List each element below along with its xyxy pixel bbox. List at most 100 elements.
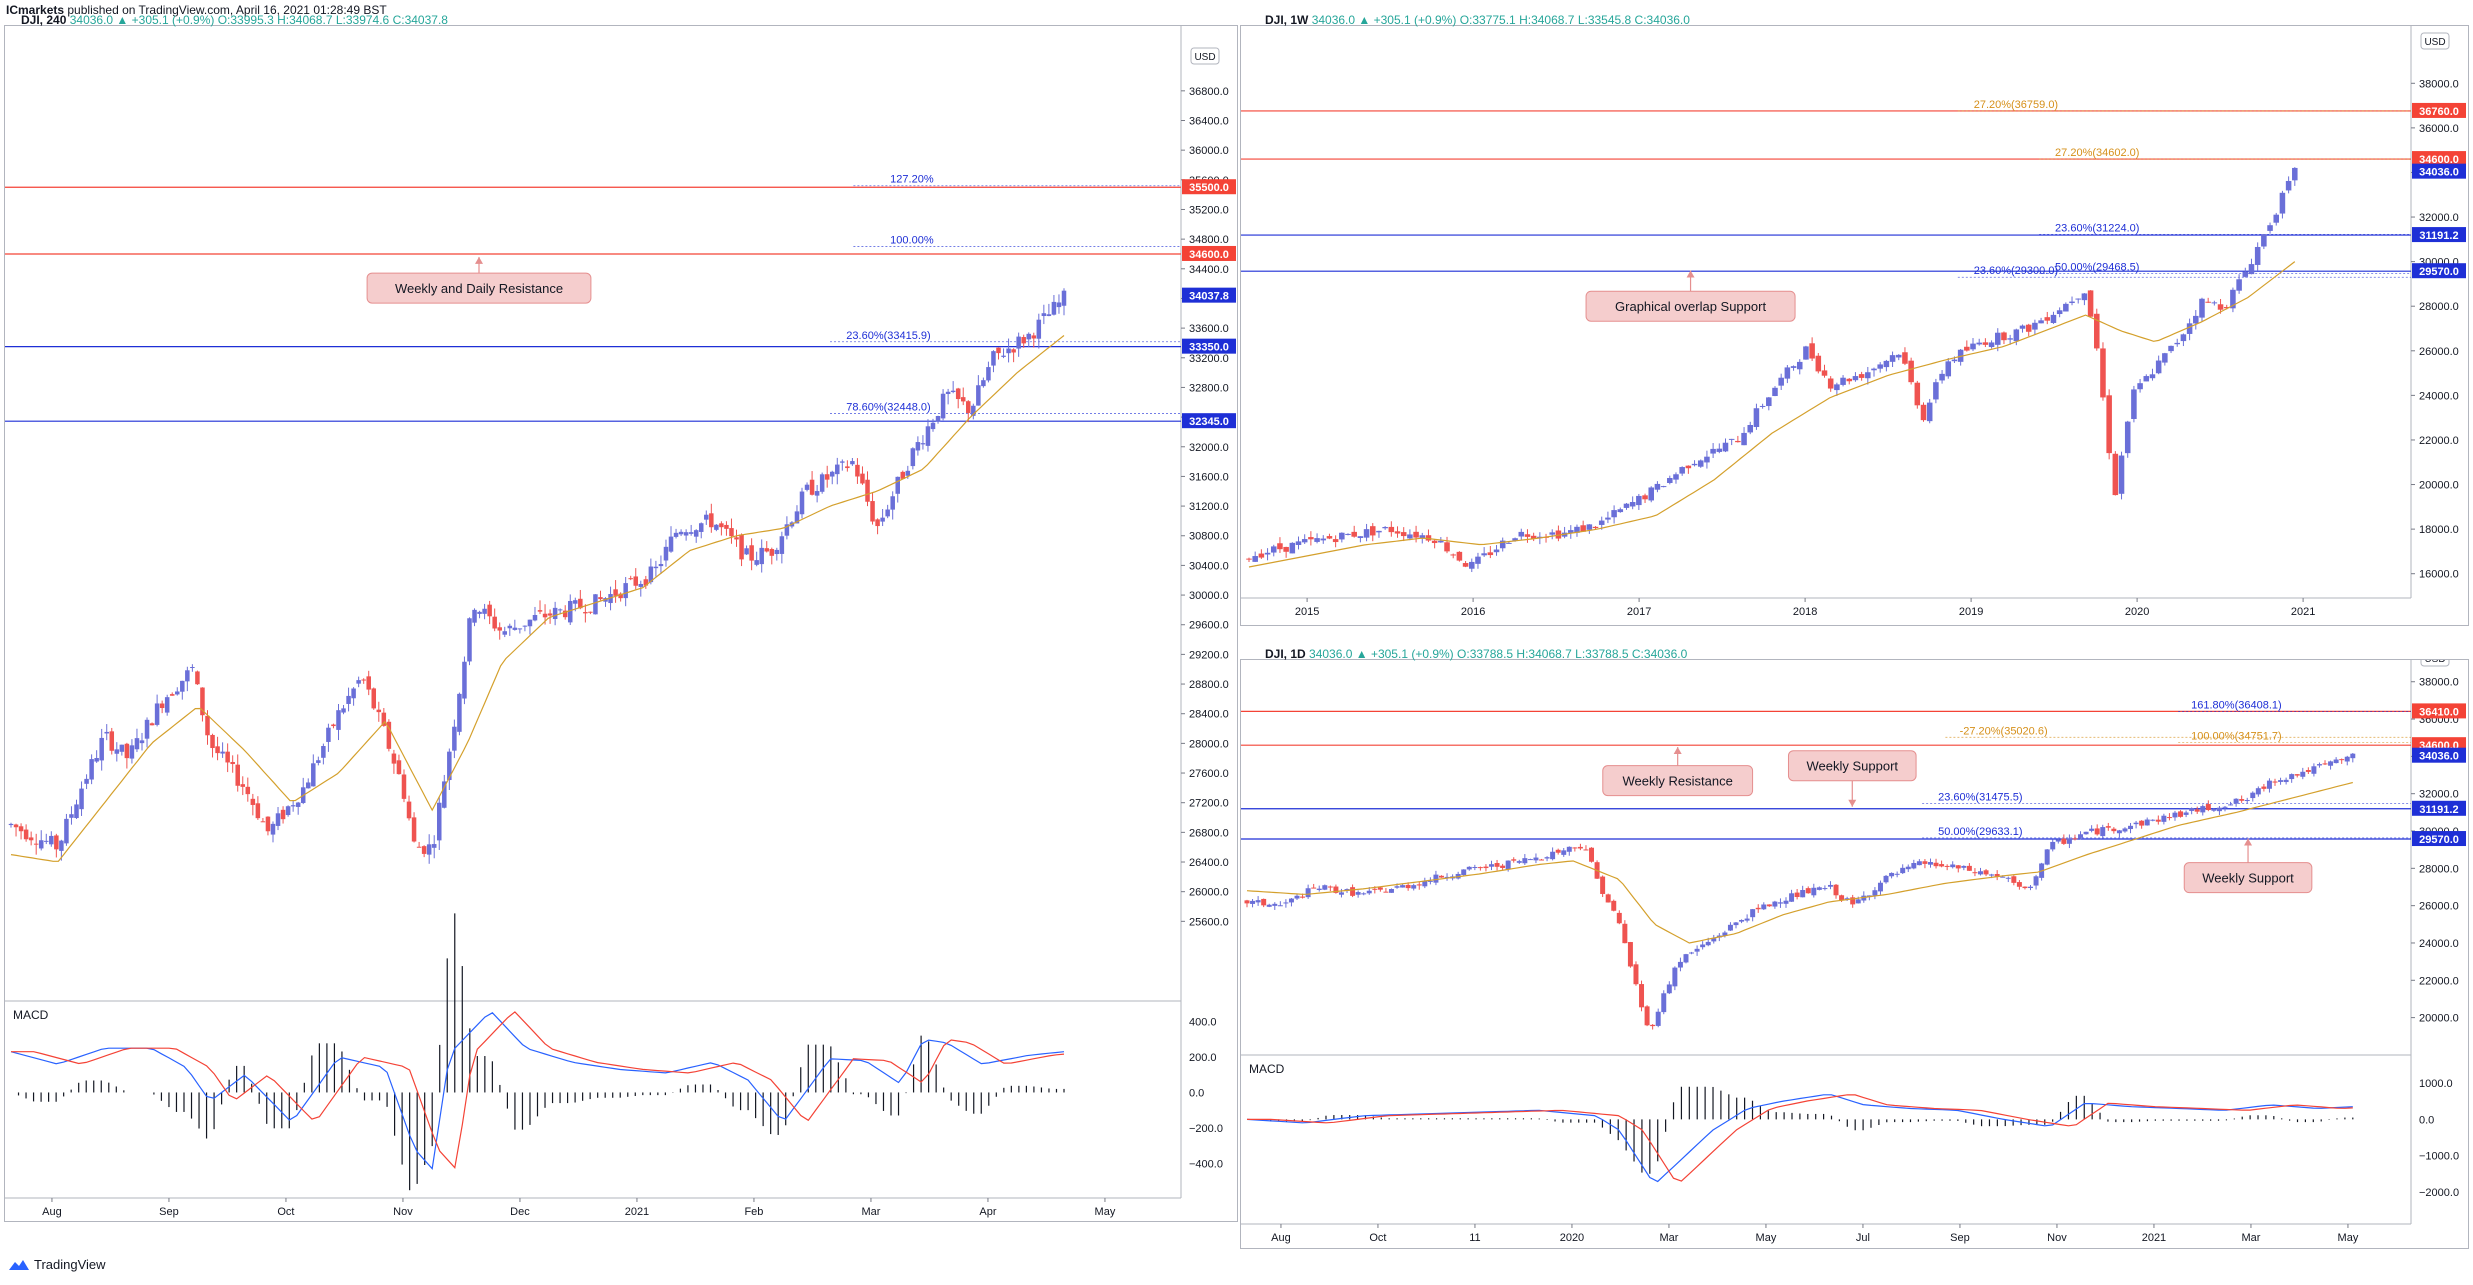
chart-panel-top-right[interactable]: DJI, 1W 34036.0 ▲ +305.1 (+0.9%) O:33775… xyxy=(1240,13,2469,626)
candle-body xyxy=(1355,892,1361,895)
candle-body xyxy=(1322,885,1328,890)
candle-body xyxy=(406,801,412,819)
candle-body xyxy=(2028,886,2033,889)
candle-body xyxy=(1301,539,1308,543)
candle-body xyxy=(482,608,487,614)
candle-body xyxy=(2305,770,2311,772)
candle-body xyxy=(855,464,860,477)
candle-body xyxy=(2266,780,2272,789)
candle-body xyxy=(1789,893,1795,902)
candle-body xyxy=(971,405,976,416)
chart-panel-bottom-right[interactable]: DJI, 1D 34036.0 ▲ +305.1 (+0.9%) O:33788… xyxy=(1240,647,2469,1249)
candle-body xyxy=(1255,900,1261,903)
candle-body xyxy=(688,532,694,534)
y-tick-label: 20000.0 xyxy=(2419,1013,2459,1025)
candle-body xyxy=(1633,964,1639,985)
candle-body xyxy=(1858,374,1865,378)
candle-body xyxy=(739,534,744,560)
candle-body xyxy=(704,514,709,520)
candle-body xyxy=(1466,866,1472,870)
candle-body xyxy=(819,474,825,492)
candle-body xyxy=(693,530,699,537)
candle-body xyxy=(1314,538,1320,542)
candle-body xyxy=(260,821,266,823)
candle-body xyxy=(824,474,830,480)
candle-body xyxy=(2300,771,2306,777)
candle-body xyxy=(950,390,956,393)
candle-body xyxy=(638,583,644,587)
candle-body xyxy=(2183,812,2189,815)
candle-body xyxy=(2087,290,2094,317)
candle-body xyxy=(1994,332,2001,345)
currency-badge xyxy=(2420,32,2450,50)
candle-body xyxy=(1361,893,1367,895)
candle-body xyxy=(2112,453,2119,496)
candle-body xyxy=(930,422,936,430)
candle-body xyxy=(230,761,235,765)
candle-body xyxy=(175,691,180,695)
chart-top-right-svg[interactable]: USD 16000.0 18000.0 20000.0 22000.0 24000.0 26… xyxy=(1241,26,2468,625)
candle-body xyxy=(1400,532,1407,537)
candle-body xyxy=(1272,903,1278,906)
candle-body xyxy=(593,594,598,615)
candle-body xyxy=(2267,225,2273,231)
candle-body xyxy=(1394,886,1400,888)
candle-body xyxy=(1056,302,1062,308)
currency-badge xyxy=(1190,47,1220,65)
candle-body xyxy=(1338,892,1344,895)
candle-body xyxy=(1339,532,1345,540)
candle-body xyxy=(1666,984,1672,994)
candle-body xyxy=(1444,876,1450,878)
candle-body xyxy=(764,548,769,552)
candle-body xyxy=(2044,317,2051,321)
candle-body xyxy=(159,703,165,709)
candle-body xyxy=(1051,301,1057,315)
tradingview-footer[interactable]: TradingView xyxy=(8,1257,106,1272)
y-tick-label: 25600.0 xyxy=(1189,916,1229,928)
candle-body xyxy=(1759,405,1766,407)
candle-body xyxy=(799,491,805,515)
candle-body xyxy=(2069,301,2075,304)
candle-body xyxy=(1766,904,1772,907)
candle-body xyxy=(1739,919,1745,922)
macd-line xyxy=(1246,1094,2353,1183)
candle-body xyxy=(1611,900,1617,911)
chart-panel-left[interactable]: DJI, 240 34036.0 ▲ +305.1 (+0.9%) O:3399… xyxy=(4,13,1238,1222)
candle-body xyxy=(1305,888,1311,898)
candle-body xyxy=(2013,329,2020,342)
candle-body xyxy=(180,680,185,692)
candle-body xyxy=(2007,338,2013,340)
candle-body xyxy=(2005,877,2011,879)
author-name[interactable]: ICmarkets xyxy=(6,3,65,17)
support-price-label: 29570.0 xyxy=(2419,266,2459,278)
candle-body xyxy=(84,778,89,784)
candle-body xyxy=(2116,830,2122,834)
candle-body xyxy=(306,782,311,789)
candle-body xyxy=(1382,526,1388,529)
candle-body xyxy=(492,616,497,629)
candle-body xyxy=(567,600,573,623)
candle-body xyxy=(1506,542,1512,544)
x-tick-label: Oct xyxy=(1369,1232,1386,1244)
candle-body xyxy=(396,760,402,775)
candle-body xyxy=(8,823,14,826)
y-tick-label: 24000.0 xyxy=(2419,390,2459,402)
candle-body xyxy=(1518,531,1525,537)
chart-bottom-right-svg[interactable]: USD20000.022000.024000.026000.028000.030… xyxy=(1241,649,2468,1248)
x-tick-label: Sep xyxy=(1950,1232,1970,1244)
candle-body xyxy=(149,723,155,726)
candle-body xyxy=(2122,828,2128,832)
candle-body xyxy=(2294,774,2300,776)
callout-label: Weekly Resistance xyxy=(1623,774,1733,789)
candle-body xyxy=(2016,882,2022,887)
y-tick-label: 32000.0 xyxy=(1189,442,1229,454)
candle-body xyxy=(986,367,991,381)
candle-body xyxy=(331,724,336,727)
y-tick-label: 16000.0 xyxy=(2419,569,2459,581)
price-change: 34036.0 ▲ +305.1 (+0.9%) xyxy=(69,13,215,27)
candle-body xyxy=(139,740,145,744)
chart-left-svg[interactable]: USD 25600.0 26000.0 26400.0 26800.0 27200.0 27… xyxy=(5,26,1237,1221)
candle-body xyxy=(1511,859,1517,861)
candle-body xyxy=(2124,421,2131,454)
candle-body xyxy=(1407,534,1413,539)
